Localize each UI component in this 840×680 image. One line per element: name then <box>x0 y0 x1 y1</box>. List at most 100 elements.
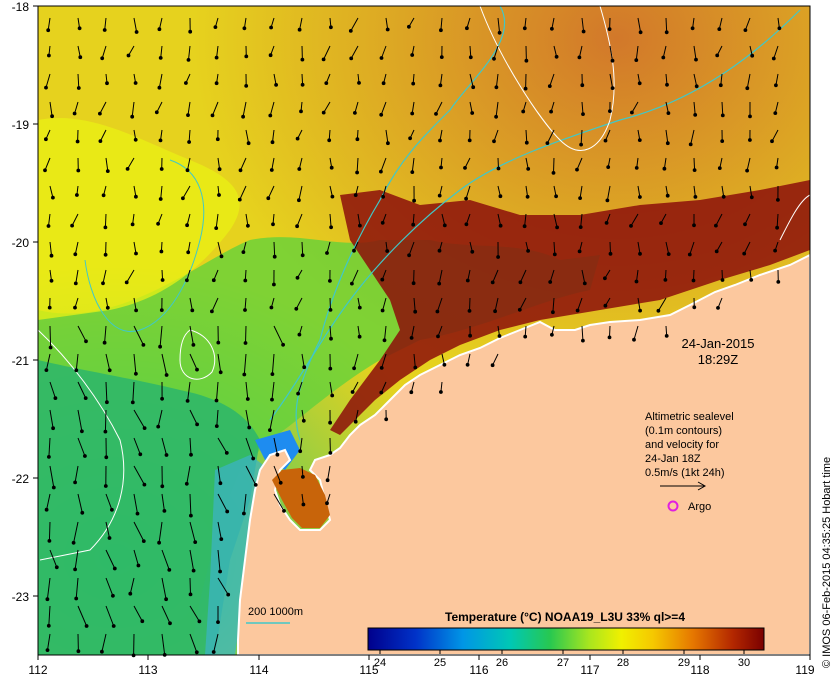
velocity-arrow-head <box>210 113 215 118</box>
velocity-arrow <box>771 129 779 142</box>
velocity-arrow <box>240 157 247 171</box>
velocity-arrow-head <box>160 396 165 401</box>
velocity-arrow-head <box>274 83 279 87</box>
velocity-arrow-head <box>105 305 110 310</box>
velocity-arrow-head <box>776 280 781 284</box>
velocity-arrow <box>133 605 143 622</box>
velocity-arrow <box>356 157 359 173</box>
velocity-arrow <box>74 241 79 255</box>
velocity-arrow-head <box>191 343 196 347</box>
colorbar-tick-label: 26 <box>496 657 508 669</box>
velocity-arrow <box>273 437 278 455</box>
velocity-arrow <box>133 353 137 374</box>
velocity-arrow <box>187 101 191 116</box>
velocity-arrow <box>217 353 222 373</box>
velocity-arrow-head <box>330 393 335 398</box>
velocity-arrow <box>44 157 51 171</box>
velocity-arrow-head <box>186 58 191 62</box>
legend-note-line: Altimetric sealevel <box>645 411 734 423</box>
velocity-arrow <box>133 297 137 311</box>
velocity-arrow-head <box>295 275 300 280</box>
velocity-arrow-head <box>743 28 748 33</box>
lon-tick-label: 117 <box>580 663 599 677</box>
velocity-arrow-head <box>141 539 146 543</box>
velocity-arrow-head <box>411 81 416 86</box>
velocity-arrow-head <box>379 112 384 117</box>
velocity-arrow-head <box>48 345 53 350</box>
velocity-arrow-head <box>606 165 611 170</box>
velocity-arrow <box>75 577 79 599</box>
velocity-arrow-head <box>442 223 447 228</box>
velocity-arrow-head <box>214 424 219 429</box>
colorbar-tick-label: 25 <box>434 657 446 669</box>
velocity-arrow <box>743 241 751 254</box>
velocity-arrow <box>133 493 138 514</box>
velocity-arrow-head <box>197 619 202 624</box>
velocity-arrow <box>492 269 499 283</box>
velocity-arrow-head <box>693 195 698 199</box>
velocity-arrow-head <box>105 81 109 86</box>
velocity-arrow-head <box>327 138 332 143</box>
velocity-arrow-head <box>750 53 755 58</box>
velocity-arrow-head <box>665 193 670 198</box>
velocity-arrow <box>216 45 219 58</box>
velocity-arrow-head <box>51 485 56 490</box>
velocity-arrow-head <box>189 452 193 457</box>
velocity-arrow-head <box>353 193 358 198</box>
velocity-arrow-head <box>551 171 556 175</box>
velocity-arrow-head <box>215 137 220 142</box>
velocity-arrow-head <box>217 167 222 172</box>
velocity-arrow-head <box>638 30 643 35</box>
velocity-arrow <box>662 45 667 58</box>
velocity-arrow <box>133 521 145 542</box>
velocity-arrow-head <box>83 396 88 401</box>
velocity-arrow-head <box>662 166 667 171</box>
velocity-arrow <box>350 17 359 32</box>
velocity-arrow-head <box>134 194 138 199</box>
velocity-arrow-head <box>575 308 580 313</box>
velocity-arrow-head <box>142 482 147 487</box>
velocity-arrow <box>494 297 499 312</box>
velocity-arrow-head <box>269 305 274 310</box>
velocity-arrow-head <box>714 223 718 228</box>
velocity-arrow-head <box>518 280 523 285</box>
velocity-arrow <box>439 73 443 86</box>
velocity-arrow <box>746 157 751 171</box>
velocity-arrow <box>323 101 331 113</box>
velocity-arrow <box>104 409 107 432</box>
velocity-arrow-head <box>50 114 54 119</box>
velocity-arrow-head <box>110 507 114 512</box>
velocity-arrow-head <box>353 419 358 424</box>
velocity-arrow-head <box>634 58 639 62</box>
velocity-arrow-head <box>195 367 199 372</box>
velocity-arrow <box>327 465 331 481</box>
argo-label: Argo <box>688 501 711 513</box>
velocity-arrow-head <box>665 82 669 87</box>
velocity-arrow <box>245 437 254 459</box>
velocity-arrow <box>75 353 79 371</box>
velocity-arrow <box>77 73 80 89</box>
velocity-arrow-head <box>75 139 80 144</box>
velocity-arrow-head <box>238 168 243 173</box>
velocity-arrow-head <box>84 339 88 344</box>
velocity-arrow-head <box>548 280 553 284</box>
velocity-arrow <box>49 465 55 488</box>
velocity-arrow <box>182 185 191 199</box>
velocity-arrow <box>244 297 247 311</box>
velocity-arrow-head <box>185 399 190 403</box>
velocity-arrow-head <box>76 649 81 654</box>
velocity-arrow-head <box>158 197 163 201</box>
velocity-arrow <box>381 353 387 369</box>
velocity-arrow-head <box>242 26 247 31</box>
velocity-arrow <box>581 269 586 284</box>
velocity-arrow-head <box>547 84 552 88</box>
velocity-arrow <box>49 101 53 117</box>
velocity-arrow-head <box>694 84 699 89</box>
velocity-arrow-head <box>325 251 329 255</box>
velocity-arrow <box>329 297 331 310</box>
velocity-arrow <box>380 381 387 393</box>
velocity-arrow <box>301 353 305 368</box>
velocity-arrow <box>217 521 222 540</box>
velocity-arrow <box>380 157 387 172</box>
